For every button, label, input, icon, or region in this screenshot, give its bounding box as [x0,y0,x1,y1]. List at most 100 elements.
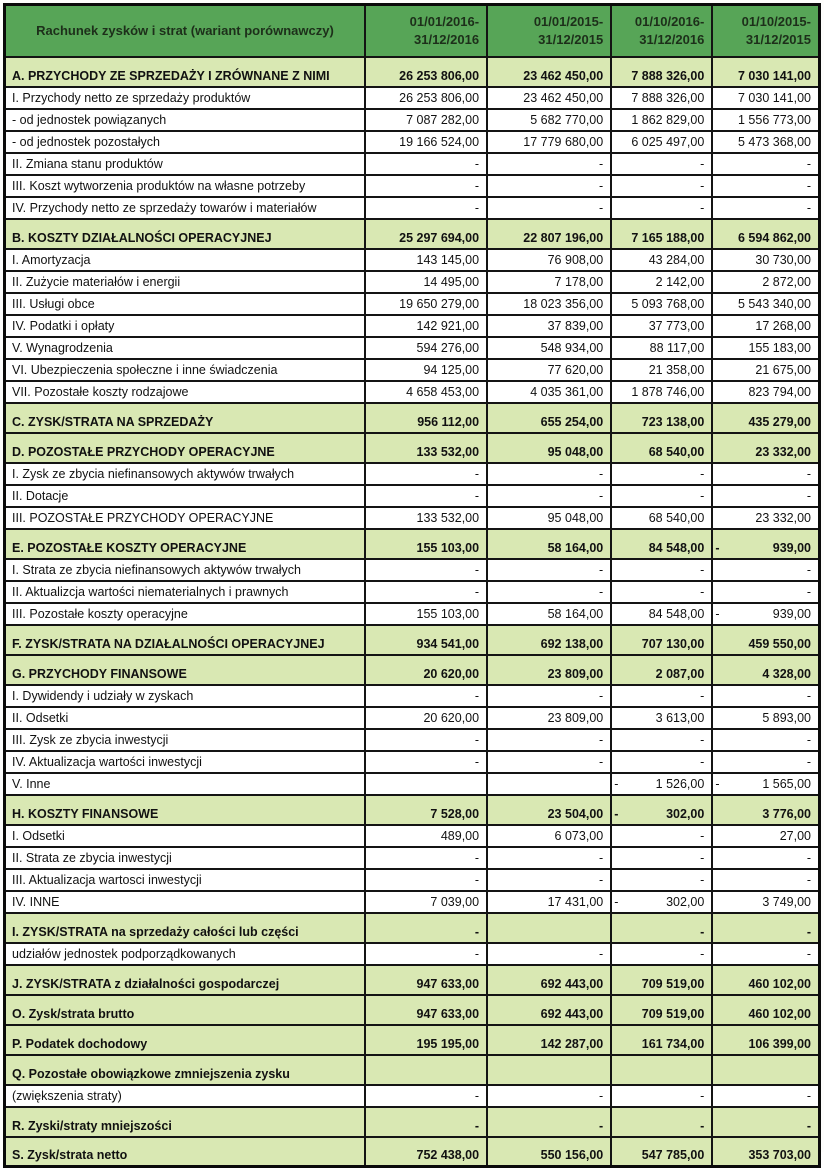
row-value: 3 613,00 [610,705,714,730]
row-label: P. Podatek dochodowy [3,1023,366,1056]
row-value: 84 548,00 [610,527,714,560]
row-value: 58 164,00 [486,601,613,626]
row-value: - [363,151,489,176]
row-value: 94 125,00 [363,357,489,382]
row-value: 19 166 524,00 [363,129,489,154]
row-value: 692 138,00 [486,623,613,656]
row-value: 6 025 497,00 [610,129,714,154]
row-value: - [711,483,821,508]
row-value: 1 878 746,00 [610,379,714,404]
table-row: R. Zyski/straty mniejszości - - - - [3,1105,821,1138]
row-value: 21 675,00 [711,357,821,382]
row-value: 17 779 680,00 [486,129,613,154]
row-label: III. Zysk ze zbycia inwestycji [3,727,366,752]
row-value: 1 862 829,00 [610,107,714,132]
row-value: - [486,1083,613,1108]
table-row: IV. Przychody netto ze sprzedaży towarów… [3,195,821,220]
row-value: - [363,867,489,892]
row-label: F. ZYSK/STRATA NA DZIAŁALNOŚCI OPERACYJN… [3,623,366,656]
row-value: - [711,683,821,708]
table-row: E. POZOSTAŁE KOSZTY OPERACYJNE 155 103,00… [3,527,821,560]
row-value: 3 776,00 [711,793,821,826]
table-header: Rachunek zysków i strat (wariant porówna… [3,3,821,58]
row-value: 133 532,00 [363,505,489,530]
row-value: - [610,151,714,176]
row-label: II. Aktualizcja wartości niematerialnych… [3,579,366,604]
row-value: - [711,911,821,944]
row-label: - od jednostek powiązanych [3,107,366,132]
row-value: - [711,845,821,870]
row-value: - [363,911,489,944]
row-value: -302,00 [610,889,714,914]
row-label: III. Pozostałe koszty operacyjne [3,601,366,626]
row-value: 161 734,00 [610,1023,714,1056]
row-value: 7 039,00 [363,889,489,914]
row-value: 14 495,00 [363,269,489,294]
table-row: - od jednostek pozostałych 19 166 524,00 1… [3,129,821,154]
row-label: udziałów jednostek podporządkowanych [3,941,366,966]
row-value: - [610,823,714,848]
row-value: - [711,1083,821,1108]
table-body: A. PRZYCHODY ZE SPRZEDAŻY I ZRÓWNANE Z N… [3,55,821,1168]
row-value: - [610,867,714,892]
row-label: - od jednostek pozostałych [3,129,366,154]
row-value: 23 332,00 [711,431,821,464]
negative-sign: - [614,776,619,791]
row-label: I. Dywidendy i udziały w zyskach [3,683,366,708]
row-value: - [711,173,821,198]
row-value: 22 807 196,00 [486,217,613,250]
row-label: V. Inne [3,771,366,796]
row-value: 435 279,00 [711,401,821,434]
row-value: - [486,749,613,774]
row-value: -939,00 [711,601,821,626]
row-label: H. KOSZTY FINANSOWE [3,793,366,826]
row-label: II. Zmiana stanu produktów [3,151,366,176]
table-row: I. ZYSK/STRATA na sprzedaży całości lub … [3,911,821,944]
row-value: - [486,1105,613,1138]
table-row: I. Amortyzacja 143 145,00 76 908,00 43 284,… [3,247,821,272]
table-row: II. Dotacje - - - - [3,483,821,508]
row-value: 1 556 773,00 [711,107,821,132]
table-row: udziałów jednostek podporządkowanych - - - - [3,941,821,966]
profit-loss-table: Rachunek zysków i strat (wariant porówna… [3,3,821,1168]
row-value: - [486,683,613,708]
row-label: VII. Pozostałe koszty rodzajowe [3,379,366,404]
column-header-period-1: 01/01/2016- 31/12/2016 [363,3,489,58]
row-value: - [610,173,714,198]
table-row: - od jednostek powiązanych 7 087 282,00 5 … [3,107,821,132]
row-value: - [486,151,613,176]
table-row: I. Odsetki 489,00 6 073,00-27,00 [3,823,821,848]
table-row: P. Podatek dochodowy 195 195,00 142 287,00… [3,1023,821,1056]
row-value: 947 633,00 [363,993,489,1026]
row-value: - [486,727,613,752]
row-value: - [486,579,613,604]
table-row: Q. Pozostałe obowiązkowe zmniejszenia zy… [3,1053,821,1086]
row-value: 7 178,00 [486,269,613,294]
row-value: 692 443,00 [486,963,613,996]
table-row: F. ZYSK/STRATA NA DZIAŁALNOŚCI OPERACYJN… [3,623,821,656]
row-value: 142 921,00 [363,313,489,338]
table-row: (zwiększenia straty) - - - - [3,1083,821,1108]
row-value: 5 682 770,00 [486,107,613,132]
row-value: -302,00 [610,793,714,826]
row-value: 142 287,00 [486,1023,613,1056]
row-value: 934 541,00 [363,623,489,656]
row-value: 7 087 282,00 [363,107,489,132]
row-value: 155 103,00 [363,601,489,626]
table-row: VI. Ubezpieczenia społeczne i inne świad… [3,357,821,382]
row-value: - [610,911,714,944]
row-label: I. ZYSK/STRATA na sprzedaży całości lub … [3,911,366,944]
negative-sign: - [614,806,619,821]
row-value: 106 399,00 [711,1023,821,1056]
row-label: E. POZOSTAŁE KOSZTY OPERACYJNE [3,527,366,560]
row-label: II. Strata ze zbycia inwestycji [3,845,366,870]
negative-sign: - [715,540,720,555]
row-value: - [610,683,714,708]
table-row: I. Przychody netto ze sprzedaży produktó… [3,85,821,110]
table-row: VII. Pozostałe koszty rodzajowe 4 658 453… [3,379,821,404]
row-value: 7 030 141,00 [711,55,821,88]
row-value: 95 048,00 [486,431,613,464]
row-label: B. KOSZTY DZIAŁALNOŚCI OPERACYJNEJ [3,217,366,250]
row-value: 548 934,00 [486,335,613,360]
table-row: V. Inne -1 526,00-1 565,00 [3,771,821,796]
